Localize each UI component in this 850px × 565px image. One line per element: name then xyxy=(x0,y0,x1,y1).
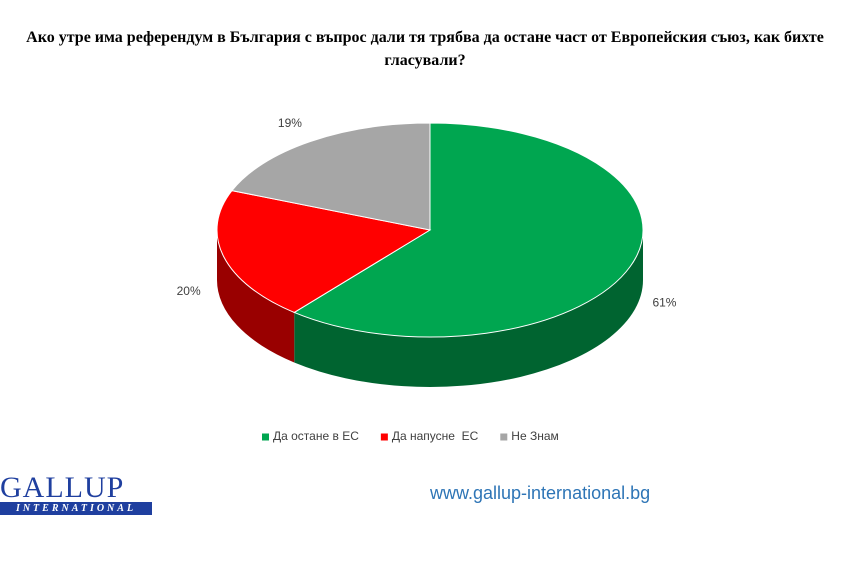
slice xyxy=(216,190,432,314)
data-label: 19% xyxy=(278,116,302,130)
slice xyxy=(231,122,431,231)
data-label: 61% xyxy=(652,296,676,310)
slice-side xyxy=(294,230,643,387)
logo-text: GALLUP xyxy=(0,471,125,504)
legend-marker xyxy=(500,433,508,441)
slice xyxy=(293,122,644,338)
data-label: 20% xyxy=(177,284,201,298)
chart-title: Ако утре има референдум в България с въп… xyxy=(26,29,824,69)
slice-side xyxy=(217,230,295,363)
legend-label: Да остане в ЕС xyxy=(273,429,359,443)
url: www.gallup-international.bg xyxy=(430,483,651,503)
legend-marker xyxy=(262,433,269,441)
legend-marker xyxy=(380,433,388,441)
legend-label: Не Знам xyxy=(511,429,558,443)
logo-subtext: INTERNATIONAL xyxy=(0,502,152,515)
legend-label: Да напусне ЕС xyxy=(392,429,479,443)
logo: GALLUP INTERNATIONAL xyxy=(0,471,152,515)
